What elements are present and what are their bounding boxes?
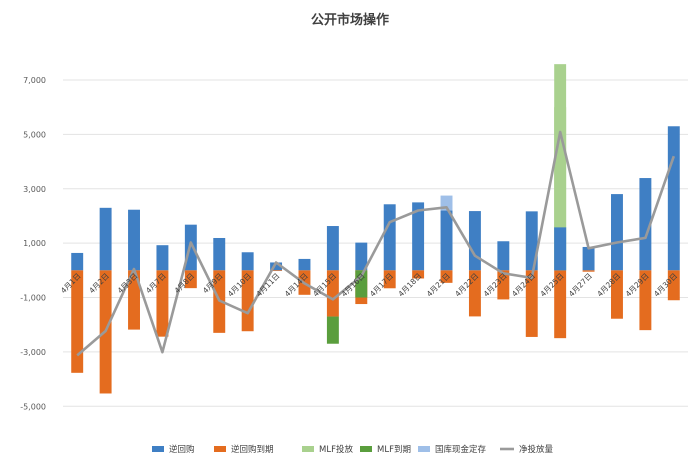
bar (582, 246, 595, 271)
bar (241, 252, 254, 271)
bar (355, 242, 368, 271)
bar (71, 270, 84, 373)
legend-label: MLF投放 (319, 444, 353, 455)
legend-label: 逆回购到期 (231, 444, 274, 455)
y-tick-label: 7,000 (23, 76, 46, 85)
bar (326, 270, 339, 317)
bar (554, 64, 567, 228)
legend-label: 净投放量 (519, 444, 554, 455)
legend-item: 逆回购 (152, 444, 195, 455)
bar (99, 207, 112, 271)
bar (326, 316, 339, 344)
bar (440, 195, 453, 211)
net-line-layer (76, 130, 676, 357)
legend-swatch (152, 446, 164, 452)
y-tick-label: 1,000 (23, 239, 46, 248)
legend-swatch (302, 446, 314, 452)
bar (156, 245, 169, 271)
bar (554, 270, 567, 339)
bar (667, 126, 680, 271)
bar (497, 270, 510, 300)
y-tick-label: -1,000 (20, 294, 46, 303)
bar (611, 270, 623, 319)
bar (582, 270, 595, 272)
bar (554, 227, 567, 271)
bar (383, 204, 396, 271)
bar (270, 270, 283, 272)
bar (468, 270, 481, 317)
bar (412, 202, 425, 271)
bar (298, 258, 311, 271)
y-tick-label: -5,000 (20, 402, 46, 411)
legend-item: 净投放量 (500, 444, 554, 455)
bar (611, 194, 623, 271)
y-axis-ticks: 7,000 5,000 3,000 1,000 -1,000 -3,000 -5,000 (20, 76, 46, 411)
bar (270, 262, 283, 271)
bar (213, 237, 226, 271)
bar (468, 211, 481, 271)
legend-item: MLF到期 (360, 445, 411, 455)
legend-item: 逆回购到期 (214, 444, 274, 455)
bar (156, 270, 169, 337)
legend-label: MLF到期 (377, 445, 411, 455)
bar (497, 241, 510, 271)
bar (71, 252, 84, 271)
bar (440, 210, 453, 271)
legend-swatch (360, 446, 372, 452)
net-line (76, 130, 676, 357)
bar (355, 270, 368, 298)
bar (639, 178, 652, 271)
y-tick-label: -3,000 (20, 348, 46, 357)
grid-layer (63, 79, 688, 407)
y-tick-label: 5,000 (23, 130, 46, 139)
bar (525, 211, 538, 271)
legend: 逆回购 逆回购到期 MLF投放 MLF到期 国库现金定存 净投放量 (152, 444, 554, 455)
bar (667, 270, 680, 301)
bar (241, 270, 254, 332)
bar (128, 270, 140, 330)
chart-title: 公开市场操作 (311, 12, 389, 28)
bar (525, 270, 538, 337)
bar (128, 209, 140, 271)
bar (383, 270, 396, 289)
bar (326, 226, 339, 271)
bar (184, 270, 197, 289)
legend-item: MLF投放 (302, 444, 353, 455)
legend-label: 逆回购 (169, 444, 195, 455)
legend-swatch (418, 446, 430, 452)
legend-swatch (214, 446, 226, 452)
bar (440, 270, 453, 283)
legend-label: 国库现金定存 (435, 444, 487, 455)
bar (639, 270, 652, 331)
y-tick-label: 3,000 (23, 185, 46, 194)
bar (412, 270, 425, 279)
legend-item: 国库现金定存 (418, 444, 487, 455)
